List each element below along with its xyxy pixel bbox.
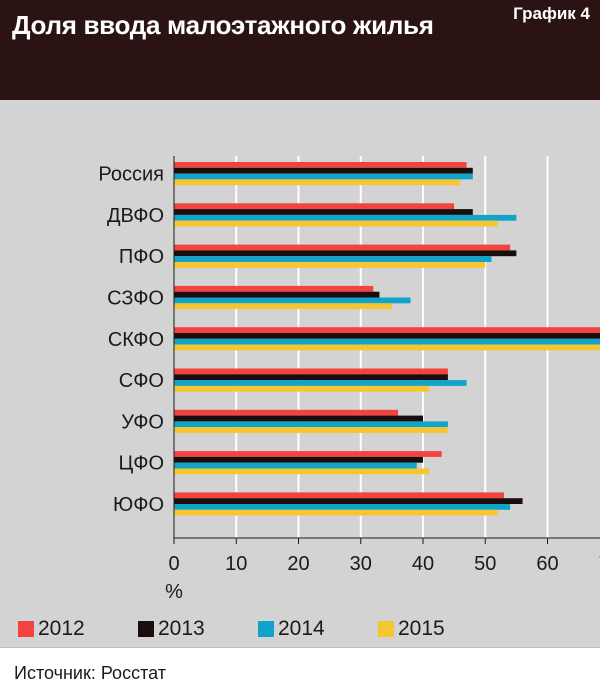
category-label-6: УФО xyxy=(121,411,164,433)
x-tick-label-70: 70 xyxy=(599,553,600,575)
bar-2012-8 xyxy=(174,492,504,499)
category-label-8: ЮФО xyxy=(113,494,164,516)
bar-2013-3 xyxy=(174,291,380,298)
x-tick-label-30: 30 xyxy=(350,553,372,575)
bar-2014-3 xyxy=(174,297,411,304)
legend-label-2015: 2015 xyxy=(398,617,445,640)
bar-2014-8 xyxy=(174,504,511,510)
bar-2015-8 xyxy=(174,509,498,516)
category-label-4: СКФО xyxy=(108,329,164,351)
bar-chart: Россия ДВФО ПФО СЗФО СКФО СФО УФО ЦФО ЮФО 0 10 20 30… xyxy=(98,156,600,603)
bar-2013-6 xyxy=(174,415,423,422)
bar-2013-0 xyxy=(174,167,473,174)
bar-2014-0 xyxy=(174,173,473,180)
bar-2014-5 xyxy=(174,380,467,386)
bar-2015-1 xyxy=(174,220,498,227)
bar-2013-1 xyxy=(174,209,473,215)
bar-2013-5 xyxy=(174,374,448,381)
category-label-7: ЦФО xyxy=(118,453,164,475)
legend-label-2013: 2013 xyxy=(158,617,205,640)
legend-label-2012: 2012 xyxy=(38,617,85,640)
x-tick-label-40: 40 xyxy=(412,553,434,575)
category-label-3: СЗФО xyxy=(107,288,164,310)
category-label-2: ПФО xyxy=(119,246,164,268)
bar-2015-4 xyxy=(174,344,600,351)
bar-2014-2 xyxy=(174,256,492,262)
bar-2012-5 xyxy=(174,368,448,375)
bar-2012-4 xyxy=(174,327,600,333)
x-tick-label-60: 60 xyxy=(536,553,558,575)
bar-2013-7 xyxy=(174,456,423,463)
bar-2013-2 xyxy=(174,250,517,257)
bar-2015-3 xyxy=(174,303,392,310)
bar-2015-2 xyxy=(174,262,486,268)
legend-item-2013: 2013 xyxy=(138,617,205,640)
bar-2012-3 xyxy=(174,285,374,292)
bar-2015-7 xyxy=(174,468,430,475)
footer: Источник: Росстат xyxy=(0,647,600,699)
legend-swatch-2012 xyxy=(18,621,34,637)
bar-2014-1 xyxy=(174,214,517,221)
bar-2012-0 xyxy=(174,162,467,168)
legend-item-2014: 2014 xyxy=(258,617,325,640)
x-tick-label-0: 0 xyxy=(168,553,179,575)
bar-2014-7 xyxy=(174,462,417,469)
bar-2012-2 xyxy=(174,244,511,251)
legend: 2012 2013 2014 2015 xyxy=(0,611,600,647)
bar-2014-6 xyxy=(174,421,448,428)
category-label-1: ДВФО xyxy=(107,205,164,227)
legend-swatch-2013 xyxy=(138,621,154,637)
category-label-0: Россия xyxy=(98,164,164,186)
bar-2015-6 xyxy=(174,427,448,433)
legend-item-2012: 2012 xyxy=(18,617,85,640)
header-bar: Доля ввода малоэтажного жилья График 4 xyxy=(0,0,600,100)
chart-title: Доля ввода малоэтажного жилья xyxy=(12,10,434,40)
legend-swatch-2014 xyxy=(258,621,274,637)
bar-2015-5 xyxy=(174,385,430,392)
source-note: Источник: Росстат xyxy=(14,663,166,683)
bar-2012-6 xyxy=(174,409,399,416)
legend-label-2014: 2014 xyxy=(278,617,325,640)
x-axis-label: % xyxy=(165,581,183,603)
bar-2015-0 xyxy=(174,179,461,186)
x-tick-label-20: 20 xyxy=(287,553,309,575)
legend-item-2015: 2015 xyxy=(378,617,445,640)
x-tick-label-10: 10 xyxy=(225,553,247,575)
graph-number: График 4 xyxy=(513,4,590,23)
legend-swatch-2015 xyxy=(378,621,394,637)
category-label-5: СФО xyxy=(119,370,164,392)
bar-2013-8 xyxy=(174,498,523,504)
bar-2013-4 xyxy=(174,333,600,339)
x-tick-label-50: 50 xyxy=(474,553,496,575)
bar-2014-4 xyxy=(174,338,600,345)
bar-2012-7 xyxy=(174,451,442,457)
bar-2012-1 xyxy=(174,203,455,210)
